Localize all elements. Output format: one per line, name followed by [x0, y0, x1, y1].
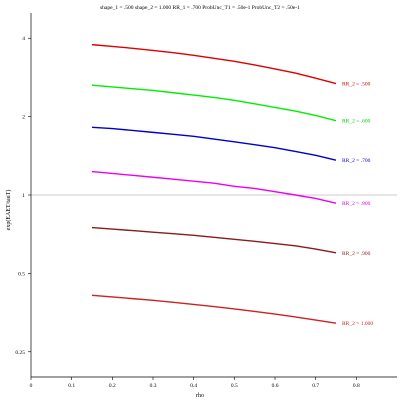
series-lines — [91, 43, 337, 324]
x-tick-label: 0.7 — [312, 383, 319, 389]
series-label-3: RR_2 = .800 — [342, 201, 371, 207]
series-line-2 — [91, 126, 337, 161]
series-line-1 — [91, 84, 337, 122]
chart-title: shape_1 = .500 shape_2 = 1.000 RR_1 = .7… — [100, 5, 300, 11]
y-tick-label: 2 — [22, 115, 25, 121]
y-axis-title: exp(EAET/tauT) — [5, 190, 12, 231]
x-tick-label: 0.2 — [109, 383, 116, 389]
series-line-4 — [91, 226, 337, 254]
x-tick-label: 0.5 — [231, 383, 238, 389]
series-label-2: RR_2 = .700 — [342, 158, 371, 164]
x-tick-label: 0.1 — [68, 383, 75, 389]
x-tick-label: 0.4 — [190, 383, 197, 389]
series-line-3 — [91, 170, 337, 204]
y-tick-label: 1 — [22, 193, 25, 199]
series-line-5 — [91, 294, 337, 324]
x-axis-title: rho — [196, 393, 204, 399]
x-tick-label: 0.6 — [272, 383, 279, 389]
y-tick-label: 4 — [22, 36, 25, 42]
x-tick-label: 0.8 — [353, 383, 360, 389]
series-labels: RR_2 = .500 RR_2 = .600 RR_2 = .700 RR_2 = … — [342, 82, 373, 328]
x-tick-label: 0 — [30, 383, 33, 389]
y-tick-label: 0.25 — [15, 350, 25, 356]
series-label-5: RR_2 = 1.000 — [342, 321, 373, 327]
series-label-0: RR_2 = .500 — [342, 82, 371, 88]
series-line-0 — [91, 43, 337, 85]
y-tick-label: 0.5 — [18, 271, 25, 277]
series-label-4: RR_2 = .900 — [342, 251, 371, 257]
series-label-1: RR_2 = .600 — [342, 119, 371, 125]
x-tick-label: 0.3 — [150, 383, 157, 389]
axes: 0 0.1 0.2 0.3 0.4 0.5 0.6 0.7 0.8 0.25 0.5 1 2 4 — [15, 13, 397, 389]
